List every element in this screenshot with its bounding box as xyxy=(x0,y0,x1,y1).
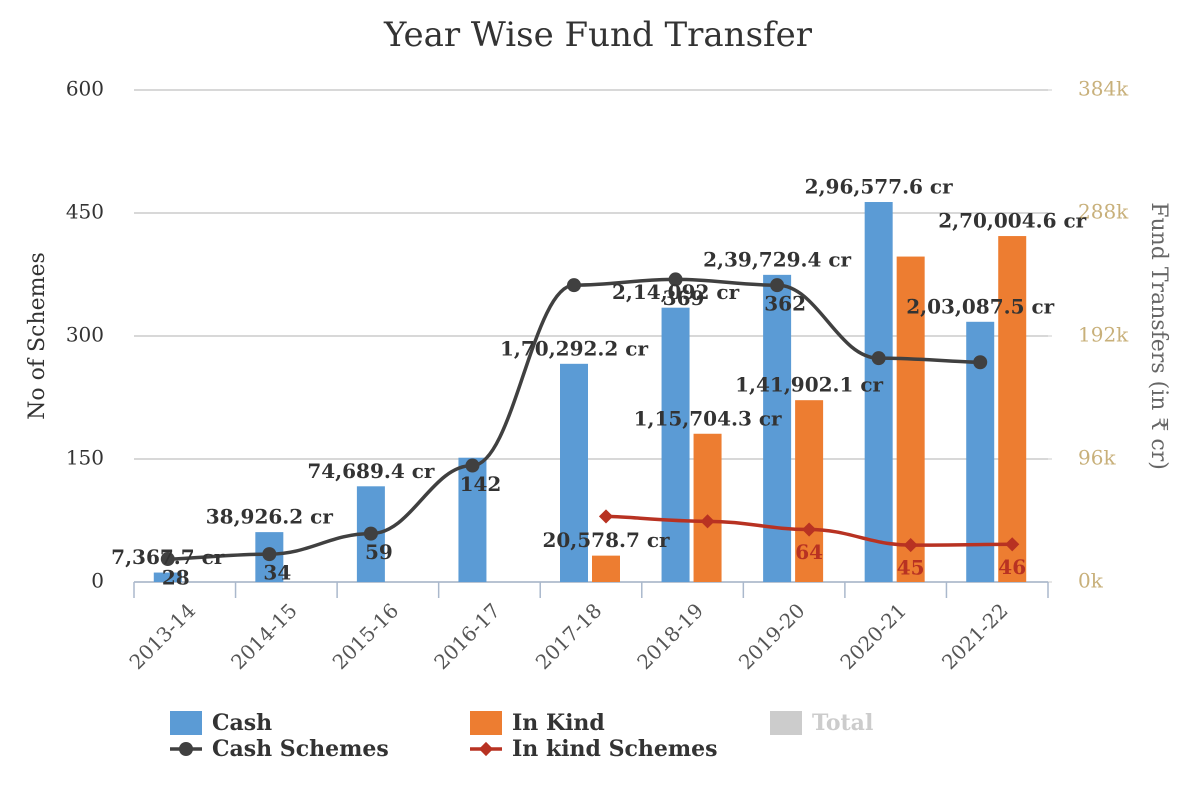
legend-marker xyxy=(179,742,193,756)
marker xyxy=(363,526,378,541)
legend-marker xyxy=(478,741,494,757)
line xyxy=(167,277,981,561)
x-tick-label: 2013-14 xyxy=(124,598,200,674)
data-label: 74,689.4 cr xyxy=(307,459,435,483)
data-label: 2,03,087.5 cr xyxy=(906,294,1054,318)
x-tick-label: 2017-18 xyxy=(531,598,607,674)
y-tick-label: 600 xyxy=(66,77,104,101)
bar xyxy=(998,236,1027,582)
legend-label[interactable]: Total xyxy=(812,710,873,736)
bar xyxy=(896,256,925,582)
bar xyxy=(153,572,182,582)
data-label: 1,15,704.3 cr xyxy=(634,406,782,430)
bar xyxy=(864,202,893,582)
marker xyxy=(668,272,683,287)
data-label: 59 xyxy=(365,540,393,564)
data-label: 2,39,729.4 cr xyxy=(703,247,851,271)
data-label: 46 xyxy=(998,555,1026,579)
data-label: 28 xyxy=(162,566,190,590)
data-label: 34 xyxy=(263,561,291,585)
data-label: 1,70,292.2 cr xyxy=(500,336,648,360)
x-tick-label: 2016-17 xyxy=(429,598,505,674)
bar xyxy=(661,307,690,582)
legend-swatch xyxy=(470,711,502,735)
marker xyxy=(802,522,817,537)
y-axis-label: No of Schemes xyxy=(25,252,50,420)
marker xyxy=(903,538,918,553)
x-tick-label: 2014-15 xyxy=(226,598,302,674)
marker xyxy=(770,278,785,293)
data-label: 2,14,092 cr xyxy=(612,280,740,304)
marker xyxy=(160,552,175,567)
legend-swatch xyxy=(170,711,202,735)
x-tick-label: 2019-20 xyxy=(734,598,810,674)
data-label: 64 xyxy=(795,540,823,564)
y2-tick-label: 96k xyxy=(1078,446,1116,470)
data-label: 2,70,004.6 cr xyxy=(938,209,1086,233)
data-label: 142 xyxy=(460,472,502,496)
legend-label[interactable]: Cash Schemes xyxy=(212,736,389,762)
bar xyxy=(693,433,722,582)
y2-axis-label: Fund Transfers (in ₹ cr) xyxy=(1146,202,1171,470)
marker xyxy=(1005,537,1020,552)
data-label: 45 xyxy=(897,556,925,580)
y-tick-label: 150 xyxy=(66,446,104,470)
marker xyxy=(567,278,581,293)
marker xyxy=(973,355,988,370)
chart-title: Year Wise Fund Transfer xyxy=(383,15,813,55)
y2-tick-label: 192k xyxy=(1078,323,1129,347)
marker xyxy=(465,458,480,473)
legend-label[interactable]: In kind Schemes xyxy=(512,736,718,762)
legend-label[interactable]: Cash xyxy=(212,710,272,736)
marker xyxy=(262,547,277,562)
y2-tick-label: 288k xyxy=(1078,200,1129,224)
bar xyxy=(458,457,487,582)
legend-label[interactable]: In Kind xyxy=(512,710,605,736)
data-label: 38,926.2 cr xyxy=(206,505,334,529)
y-tick-label: 450 xyxy=(66,200,104,224)
y2-tick-label: 0k xyxy=(1078,569,1104,593)
data-label: 369 xyxy=(663,286,705,310)
y-tick-label: 0 xyxy=(91,569,104,593)
marker xyxy=(871,351,886,366)
bar xyxy=(795,400,824,582)
x-tick-label: 2015-16 xyxy=(328,598,404,674)
data-label: 20,578.7 cr xyxy=(542,528,670,552)
y2-tick-label: 384k xyxy=(1078,77,1129,101)
data-label: 362 xyxy=(764,292,806,316)
x-tick-label: 2018-19 xyxy=(632,598,708,674)
bar xyxy=(560,363,588,582)
x-tick-label: 2020-21 xyxy=(835,598,911,674)
marker xyxy=(598,509,614,524)
data-label: 1,41,902.1 cr xyxy=(735,373,883,397)
bar xyxy=(592,555,620,582)
bar xyxy=(763,274,792,582)
x-tick-label: 2021-22 xyxy=(937,598,1013,674)
y-tick-label: 300 xyxy=(66,323,104,347)
data-label: 2,96,577.6 cr xyxy=(805,175,953,199)
legend-swatch xyxy=(770,711,802,735)
marker xyxy=(700,514,715,529)
data-label: 7,367.7 cr xyxy=(111,545,225,569)
